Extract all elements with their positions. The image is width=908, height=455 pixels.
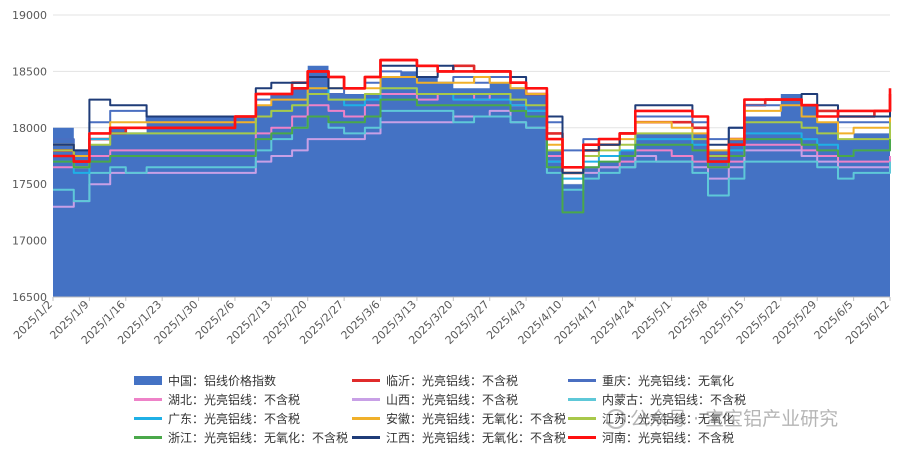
- legend-swatch: [134, 435, 162, 439]
- line-series-11: [53, 58, 892, 169]
- legend-item: 山西：光亮铝线：不含税: [352, 390, 518, 408]
- legend-item: 中国：铝线价格指数: [134, 371, 276, 389]
- legend-label: 江西：光亮铝线：无氧化：不含税: [386, 430, 567, 445]
- legend-label: 广东：光亮铝线：不含税: [168, 411, 301, 426]
- legend-swatch: [134, 375, 162, 385]
- legend-item: 江苏：光亮铝线：无氧化: [568, 409, 734, 427]
- legend-swatch: [568, 378, 596, 382]
- legend-swatch: [352, 397, 380, 401]
- y-tick-label: 18000: [12, 122, 47, 135]
- legend-swatch: [568, 397, 596, 401]
- legend-swatch: [352, 416, 380, 420]
- legend-swatch: [352, 378, 380, 382]
- legend-item: 重庆：光亮铝线：无氧化: [568, 371, 734, 389]
- legend-label: 重庆：光亮铝线：无氧化: [602, 373, 735, 388]
- y-tick-label: 16500: [12, 291, 47, 304]
- legend-swatch: [568, 435, 596, 439]
- x-tick-label: 2025/1/2: [11, 298, 55, 342]
- legend-label: 临沂：光亮铝线：不含税: [386, 373, 519, 388]
- legend-label: 内蒙古：光亮铝线：不含税: [602, 392, 747, 407]
- legend-label: 湖北：光亮铝线：不含税: [168, 392, 301, 407]
- legend-label: 河南：光亮铝线：不含税: [602, 430, 735, 445]
- legend-item: 内蒙古：光亮铝线：不含税: [568, 390, 746, 408]
- legend-item: 临沂：光亮铝线：不含税: [352, 371, 518, 389]
- legend: 中国：铝线价格指数 临沂：光亮铝线：不含税 重庆：光亮铝线：无氧化湖北：光亮铝线：不…: [0, 370, 908, 455]
- legend-swatch: [134, 416, 162, 420]
- legend-swatch: [134, 397, 162, 401]
- lines-layer: [53, 58, 892, 214]
- legend-item: 江西：光亮铝线：无氧化：不含税: [352, 428, 566, 446]
- x-tick-label: 2025/5/1: [630, 298, 674, 342]
- legend-label: 中国：铝线价格指数: [168, 373, 277, 388]
- area-layer: [53, 65, 890, 297]
- area-series-index: [53, 65, 890, 297]
- y-tick-label: 19000: [12, 9, 47, 22]
- y-tick-label: 18500: [12, 65, 47, 78]
- legend-swatch: [352, 435, 380, 439]
- line-series-8: [53, 87, 891, 174]
- legend-item: 广东：光亮铝线：不含税: [134, 409, 300, 427]
- wechat-icon: [606, 409, 626, 429]
- legend-label: 浙江：光亮铝线：无氧化：不含税: [168, 430, 349, 445]
- legend-item: 河南：光亮铝线：不含税: [568, 428, 734, 446]
- line-series-9: [53, 98, 891, 214]
- y-tick-label: 17000: [12, 235, 47, 248]
- legend-label: 山西：光亮铝线：不含税: [386, 392, 519, 407]
- legend-label: 安徽：光亮铝线：无氧化：不含税: [386, 411, 567, 426]
- legend-swatch: [568, 416, 596, 420]
- legend-item: 浙江：光亮铝线：无氧化：不含税: [134, 428, 348, 446]
- legend-item: 湖北：光亮铝线：不含税: [134, 390, 300, 408]
- chart-canvas: 16500 17000 17500 18000 18500 19000 2025/1/2 20…: [11, 9, 892, 347]
- y-tick-label: 17500: [12, 178, 47, 191]
- watermark: 公众号 · 宝宝铝产业研究: [606, 404, 838, 431]
- watermark-text: 公众号 · 宝宝铝产业研究: [630, 408, 839, 430]
- line-series-5: [53, 109, 891, 203]
- legend-label: 江苏：光亮铝线：无氧化: [602, 411, 735, 426]
- legend-item: 安徽：光亮铝线：无氧化：不含税: [352, 409, 566, 427]
